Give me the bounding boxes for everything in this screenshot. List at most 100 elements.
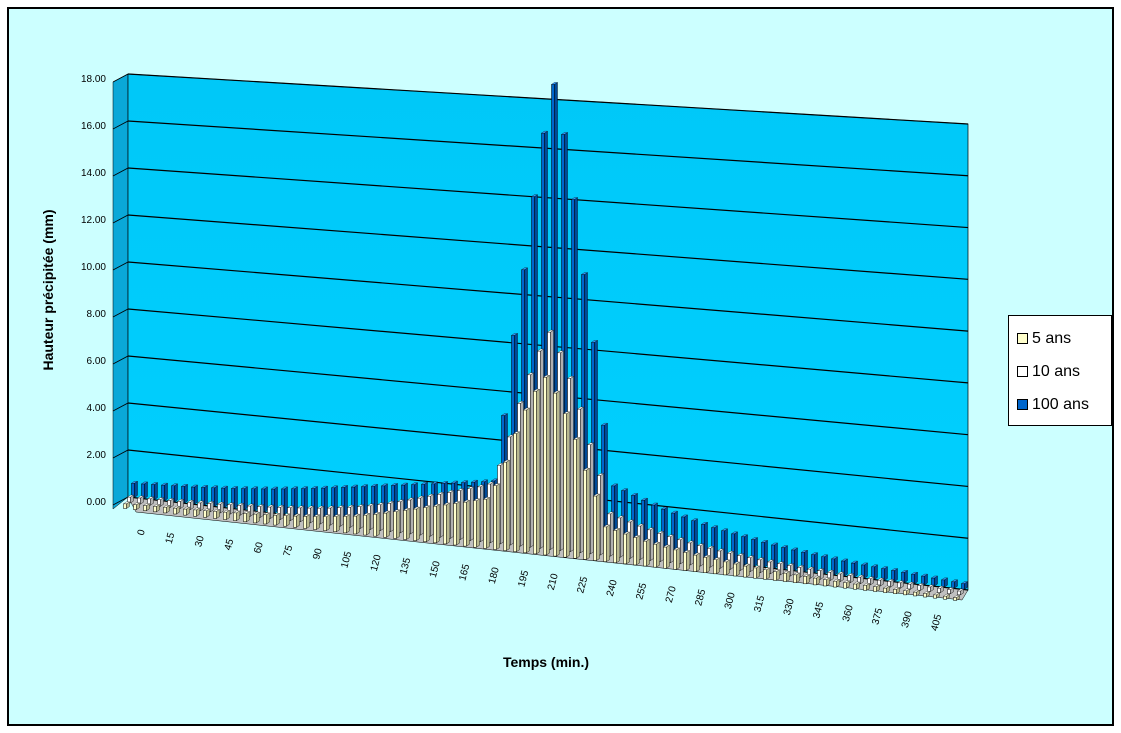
bar-5-ans-360	[843, 580, 850, 589]
y-axis-ticks: 0.00 2.00 4.00 6.00 8.00 10.00 12.00 14.00 16.00…	[81, 74, 106, 508]
bar-5-ans-240	[603, 524, 610, 563]
bar-5-ans-295	[713, 557, 720, 575]
x-tick-label: 375	[870, 607, 885, 626]
bar-5-ans-355	[833, 578, 840, 588]
bar-5-ans-75	[273, 512, 280, 526]
bar-5-ans-280	[683, 550, 690, 571]
bar-5-ans-170	[463, 499, 470, 547]
bar-100-ans-300	[731, 531, 738, 565]
y-tick-label: 16.00	[81, 121, 106, 132]
bar-5-ans-415	[953, 595, 960, 601]
bar-100-ans-370	[871, 564, 878, 580]
x-tick-label: 120	[369, 553, 384, 572]
x-tick-label: 150	[428, 559, 443, 578]
x-tick-label: 300	[723, 591, 738, 610]
x-tick-label: 75	[282, 544, 296, 558]
bar-5-ans-65	[253, 511, 260, 524]
side-gridline	[112, 449, 129, 459]
bar-10-ans-405	[937, 585, 944, 593]
bar-10-ans-30	[187, 499, 194, 510]
gridline	[127, 261, 969, 332]
x-tick-label: 360	[841, 603, 856, 622]
bar-5-ans-340	[803, 574, 810, 585]
side-gridline	[112, 120, 129, 130]
bar-10-ans-385	[897, 580, 904, 589]
gridline	[127, 167, 969, 229]
bar-5-ans-275	[673, 547, 680, 570]
legend-item-5-ans: 5 ans	[1009, 322, 1111, 355]
bar-5-ans-50	[223, 509, 230, 520]
bar-100-ans-5	[141, 481, 148, 499]
bar-10-ans-25	[177, 499, 184, 509]
bar-5-ans-25	[173, 505, 180, 515]
bar-10-ans-15	[157, 497, 164, 507]
side-gridline	[112, 496, 129, 506]
bar-5-ans-200	[523, 407, 530, 554]
y-tick-label: 10.00	[81, 262, 106, 273]
bar-10-ans-35	[197, 500, 204, 512]
y-tick-label: 2.00	[87, 450, 107, 461]
bar-5-ans-0	[123, 501, 130, 509]
x-axis-title: Temps (min.)	[503, 654, 589, 670]
legend-swatch-5-ans	[1017, 333, 1028, 344]
bar-5-ans-60	[243, 511, 250, 523]
bar-5-ans-95	[313, 514, 320, 530]
x-tick-label: 225	[575, 575, 590, 594]
bar-5-ans-40	[203, 508, 210, 518]
bar-5-ans-305	[733, 561, 740, 577]
bar-10-ans-0	[127, 494, 134, 504]
bar-5-ans-155	[433, 503, 440, 544]
y-tick-label: 18.00	[81, 74, 106, 85]
bar-10-ans-50	[227, 502, 234, 515]
bar-5-ans-375	[873, 584, 880, 592]
x-tick-label: 345	[811, 600, 826, 619]
bar-5-ans-395	[913, 589, 920, 597]
x-tick-label: 135	[398, 556, 413, 575]
y-tick-label: 6.00	[87, 356, 107, 367]
x-tick-label: 105	[339, 550, 354, 569]
bar-100-ans-355	[841, 558, 848, 577]
bar-5-ans-225	[573, 437, 580, 559]
bar-5-ans-230	[583, 467, 590, 560]
bar-5-ans-335	[793, 572, 800, 584]
bar-10-ans-20	[167, 498, 174, 508]
bar-5-ans-115	[353, 513, 360, 535]
bars	[123, 82, 968, 601]
x-tick-label: 60	[252, 541, 266, 555]
bar-5-ans-285	[693, 552, 700, 572]
bar-5-ans-205	[533, 388, 540, 555]
bar-5-ans-165	[453, 501, 460, 546]
bar-5-ans-215	[553, 390, 560, 557]
x-tick-label: 405	[929, 613, 944, 632]
bar-10-ans-410	[947, 587, 954, 595]
y-axis-title: Hauteur précipitée (mm)	[40, 209, 56, 370]
bar-5-ans-380	[883, 585, 890, 594]
legend-swatch-10-ans	[1017, 366, 1028, 377]
bar-5-ans-175	[473, 498, 480, 548]
bar-5-ans-100	[323, 514, 330, 532]
bar-5-ans-110	[343, 514, 350, 534]
x-tick-label: 330	[782, 597, 797, 616]
x-tick-label: 285	[693, 588, 708, 607]
bar-10-ans-355	[837, 571, 844, 582]
bar-5-ans-90	[303, 514, 310, 529]
bar-5-ans-260	[643, 538, 650, 567]
side-wall	[112, 73, 129, 510]
y-tick-label: 0.00	[87, 497, 107, 508]
bar-100-ans-25	[181, 483, 188, 504]
bar-5-ans-385	[893, 587, 900, 595]
bar-5-ans-5	[133, 502, 140, 510]
bar-10-ans-10	[147, 496, 154, 506]
bar-5-ans-140	[403, 507, 410, 540]
side-gridline	[112, 308, 129, 318]
bar-100-ans-410	[951, 579, 958, 589]
bar-10-ans-40	[207, 501, 214, 513]
bar-5-ans-20	[163, 504, 170, 514]
gridline	[127, 73, 969, 125]
bar-100-ans-55	[241, 486, 248, 510]
bar-5-ans-290	[703, 555, 710, 574]
x-tick-label: 0	[136, 528, 148, 537]
bar-5-ans-210	[543, 374, 550, 556]
bar-5-ans-270	[663, 544, 670, 569]
